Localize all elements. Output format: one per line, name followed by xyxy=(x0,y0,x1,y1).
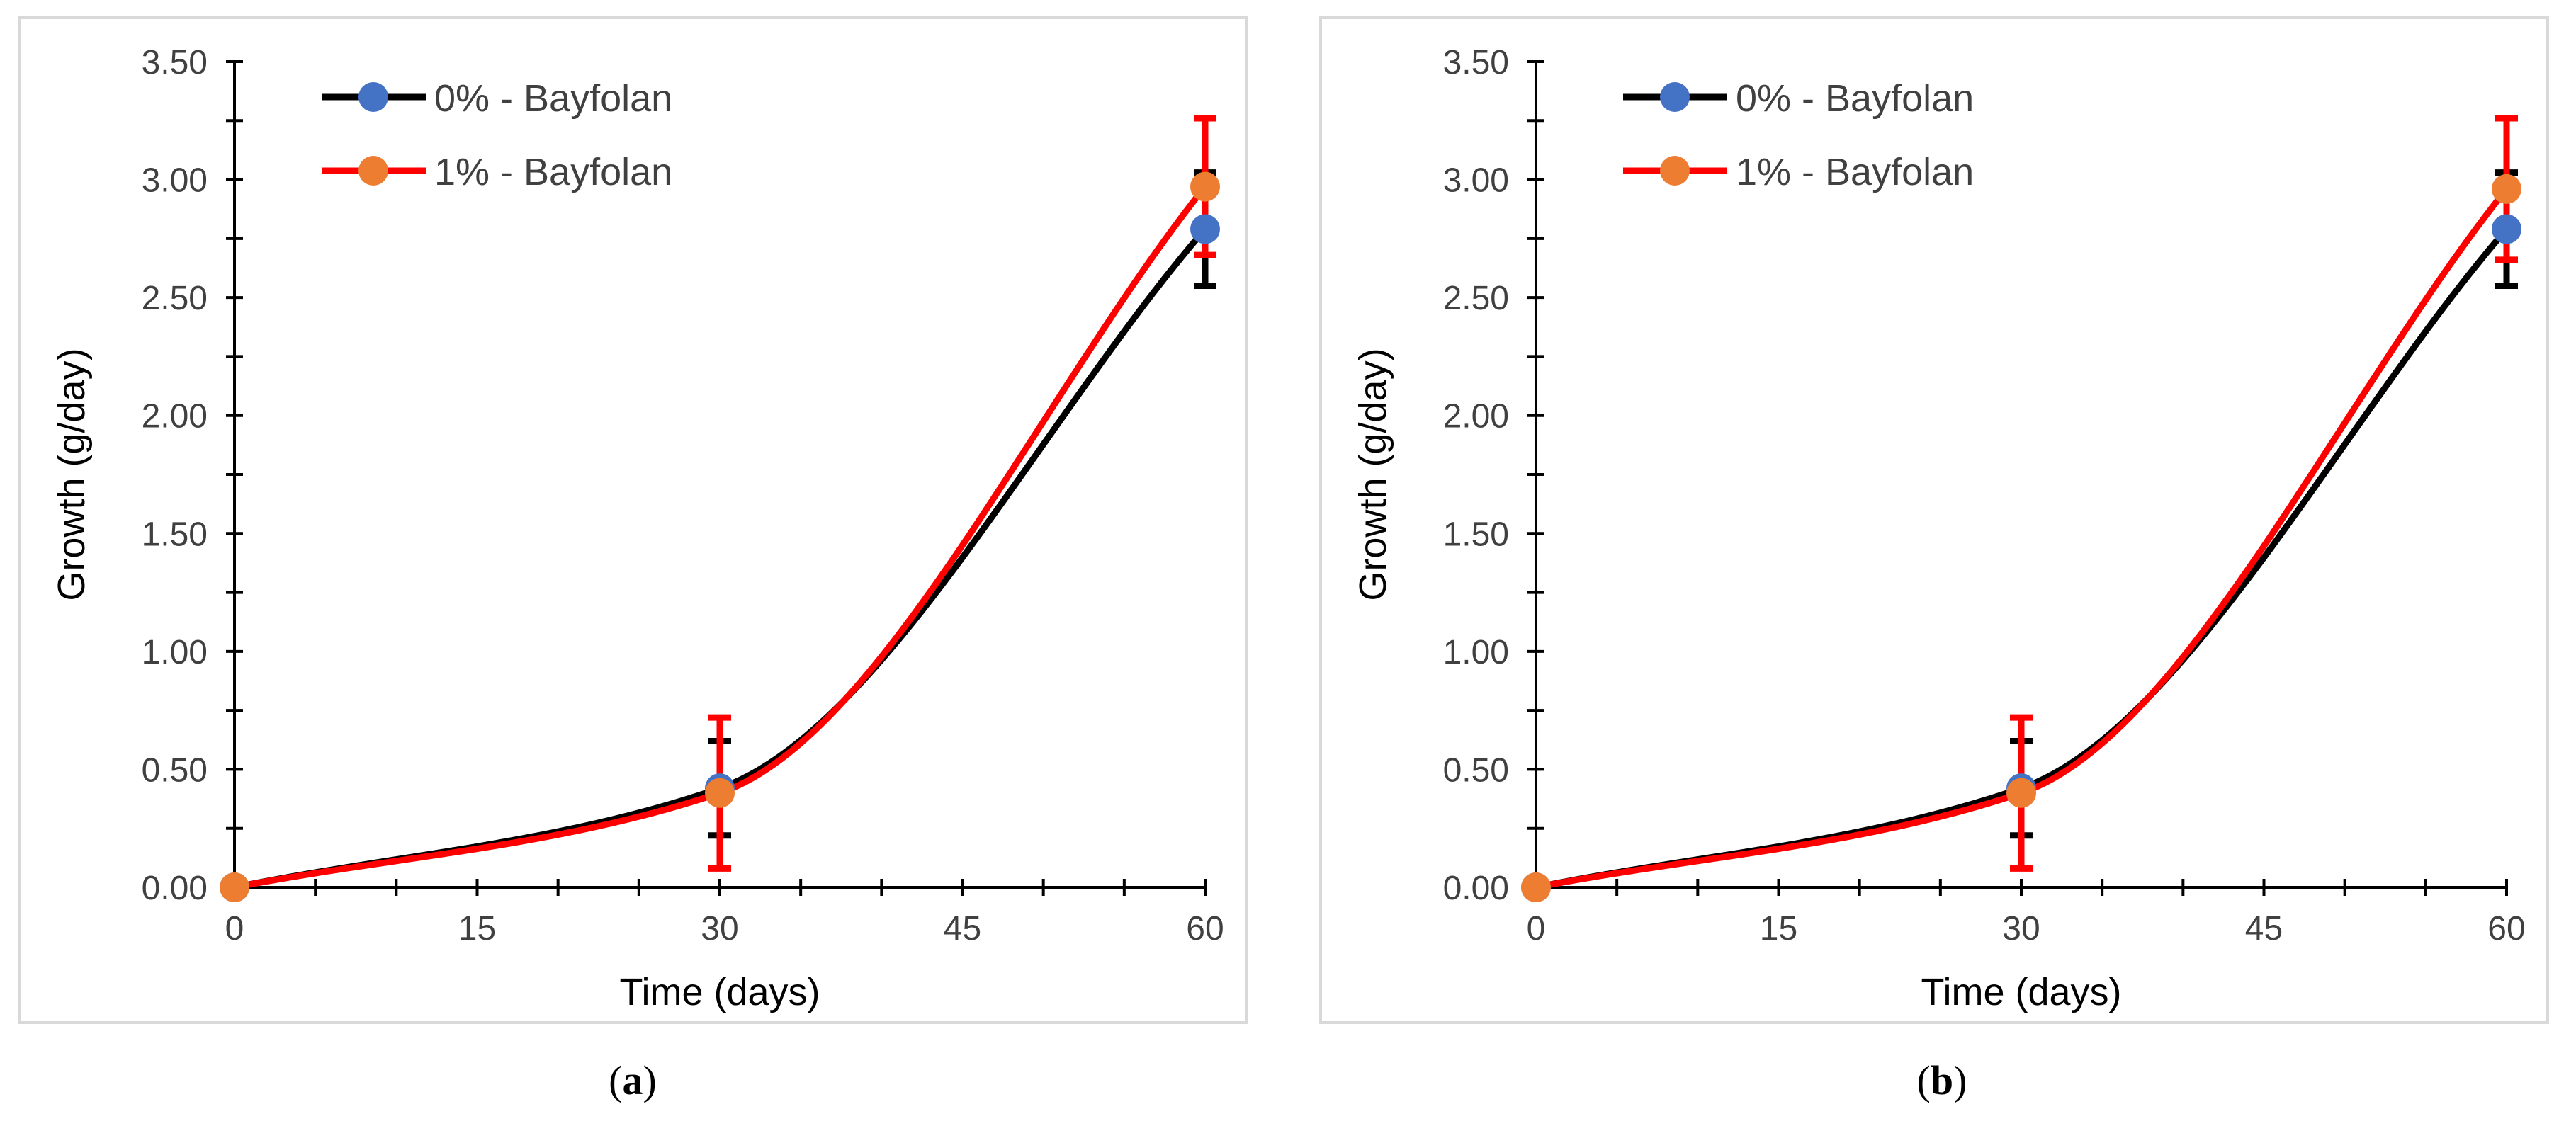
legend-marker-0 xyxy=(358,82,388,112)
caption-a-letter: a xyxy=(622,1057,643,1103)
data-point-1-0 xyxy=(1521,872,1551,902)
markers xyxy=(1521,174,2521,902)
caption-b: (b) xyxy=(1916,1057,1967,1103)
y-tick-label: 0.00 xyxy=(142,870,208,907)
y-tick-label: 3.00 xyxy=(142,162,208,200)
y-axis-title: Growth (g/day) xyxy=(1352,348,1394,601)
axes: 0.00 0.50 1.00 1.50 2.00 2.50 3.00 3.50 0 15 30 45 6… xyxy=(1352,44,2526,1013)
x-tick-label: 60 xyxy=(1186,910,1224,948)
caption-b-letter: b xyxy=(1930,1057,1954,1103)
data-point-1-2 xyxy=(2492,174,2521,204)
y-tick-label: 3.50 xyxy=(1443,44,1509,81)
series-group xyxy=(1532,186,2510,891)
x-tick-label: 0 xyxy=(1527,910,1546,948)
data-point-0-2 xyxy=(2492,214,2521,244)
x-axis-title: Time (days) xyxy=(1921,971,2121,1013)
x-tick-label: 30 xyxy=(701,910,738,948)
y-tick-label: 1.50 xyxy=(1443,516,1509,553)
y-tick-label: 0.50 xyxy=(142,751,208,789)
series-line-1 xyxy=(231,183,1209,891)
caption-a: (a) xyxy=(609,1057,657,1103)
legend-label-1: 1% - Bayfolan xyxy=(434,151,672,193)
series-group xyxy=(231,183,1209,891)
x-tick-label: 15 xyxy=(458,910,496,948)
legend-label-0: 0% - Bayfolan xyxy=(434,77,672,120)
chart-svg-a: 0.00 0.50 1.00 1.50 2.00 2.50 3.00 3.50 0 15 30 45 6… xyxy=(50,44,1224,1013)
y-axis-title: Growth (g/day) xyxy=(50,348,93,601)
y-tick-label: 1.00 xyxy=(142,634,208,671)
legend: 0% - Bayfolan 1% - Bayfolan xyxy=(1623,77,1974,193)
legend: 0% - Bayfolan 1% - Bayfolan xyxy=(322,77,672,193)
axes: 0.00 0.50 1.00 1.50 2.00 2.50 3.00 3.50 0 15 30 45 6… xyxy=(50,44,1224,1013)
data-point-1-1 xyxy=(2006,778,2036,808)
x-tick-label: 45 xyxy=(944,910,981,948)
data-point-0-2 xyxy=(1190,214,1220,244)
x-tick-label: 0 xyxy=(225,910,244,948)
legend-marker-0 xyxy=(1660,82,1690,112)
y-tick-label: 3.50 xyxy=(142,44,208,81)
series-line-1 xyxy=(1532,186,2510,891)
chart-svg-b: 0.00 0.50 1.00 1.50 2.00 2.50 3.00 3.50 0 15 30 45 6… xyxy=(1352,44,2526,1013)
y-tick-label: 2.00 xyxy=(142,398,208,436)
y-tick-label: 0.50 xyxy=(1443,751,1509,789)
legend-label-0: 0% - Bayfolan xyxy=(1736,77,1974,120)
x-tick-label: 15 xyxy=(1760,910,1797,948)
y-tick-label: 2.50 xyxy=(142,280,208,317)
x-tick-label: 60 xyxy=(2487,910,2525,948)
chart-panel-a: 0.00 0.50 1.00 1.50 2.00 2.50 3.00 3.50 0 15 30 45 6… xyxy=(18,16,1248,1024)
legend-label-1: 1% - Bayfolan xyxy=(1736,151,1974,193)
x-tick-label: 45 xyxy=(2245,910,2283,948)
legend-marker-1 xyxy=(358,156,388,186)
data-point-1-0 xyxy=(220,872,249,902)
data-point-1-2 xyxy=(1190,171,1220,202)
y-tick-label: 3.00 xyxy=(1443,162,1509,200)
chart-panel-b: 0.00 0.50 1.00 1.50 2.00 2.50 3.00 3.50 0 15 30 45 6… xyxy=(1319,16,2549,1024)
x-axis-title: Time (days) xyxy=(619,971,820,1013)
data-point-1-1 xyxy=(705,778,735,808)
x-tick-label: 30 xyxy=(2002,910,2040,948)
y-tick-label: 2.00 xyxy=(1443,398,1509,436)
legend-marker-1 xyxy=(1660,156,1690,186)
y-tick-label: 0.00 xyxy=(1443,870,1509,907)
markers xyxy=(220,171,1220,902)
y-tick-label: 1.00 xyxy=(1443,634,1509,671)
y-tick-label: 2.50 xyxy=(1443,280,1509,317)
y-tick-label: 1.50 xyxy=(142,516,208,553)
